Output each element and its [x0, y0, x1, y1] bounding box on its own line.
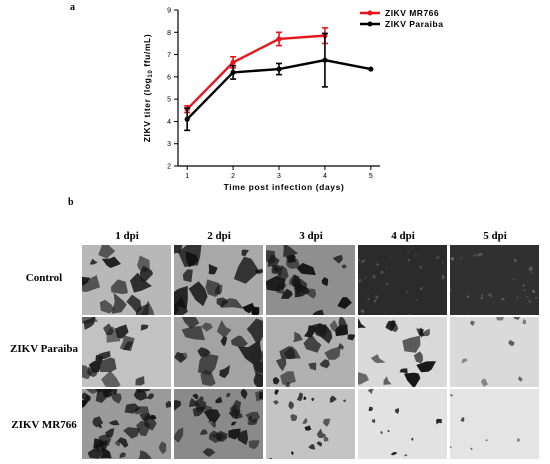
micrograph-paraiba-day5: [450, 317, 539, 387]
y-axis-title: ZIKV titer (log10 ffu/mL): [142, 34, 154, 143]
micrograph-mr766-day3: [266, 389, 355, 459]
y-tick-label: 8: [167, 30, 171, 37]
micrograph-control-day4: [358, 245, 447, 315]
column-header-3dpi: 3 dpi: [299, 230, 323, 242]
data-point: [276, 66, 282, 72]
legend-marker-1: [367, 21, 373, 27]
chart-axes: 2 3 4 5 6 7 8 9 1 2 3 4 5 Time post infection (days) Z…: [142, 8, 380, 192]
data-point: [276, 36, 282, 42]
x-tick-label: 3: [277, 173, 281, 180]
data-point: [230, 69, 236, 75]
column-header-1dpi: 1 dpi: [115, 230, 139, 242]
row-label-zikv-mr766: ZIKV MR766: [11, 419, 77, 431]
x-tick-label: 4: [323, 173, 327, 180]
y-tick-label: 5: [167, 97, 171, 104]
x-axis-title: Time post infection (days): [224, 182, 345, 192]
micrograph-mr766-day1: [82, 389, 171, 459]
chart-series: [184, 27, 374, 132]
micrograph-paraiba-day3: [266, 317, 355, 387]
y-tick-label: 4: [167, 119, 171, 126]
data-point: [184, 116, 190, 122]
column-header-2dpi: 2 dpi: [207, 230, 231, 242]
micrograph-paraiba-day4: [358, 317, 447, 387]
y-tick-label: 9: [167, 8, 171, 15]
micrograph-control-day2: [174, 245, 263, 315]
micrograph-paraiba-day2: [174, 317, 263, 387]
micrograph-control-day3: [266, 245, 355, 315]
x-tick-label: 1: [185, 173, 189, 180]
titer-line-chart: 2 3 4 5 6 7 8 9 1 2 3 4 5 Time post infection (days) Z…: [142, 8, 443, 193]
series-line-0: [186, 34, 325, 111]
x-tick-label: 2: [231, 173, 235, 180]
column-header-4dpi: 4 dpi: [391, 230, 415, 242]
data-point: [368, 66, 374, 72]
x-tick-label: 5: [369, 173, 373, 180]
micrograph-control-day1: [82, 245, 171, 315]
row-label-control: Control: [25, 272, 63, 284]
y-tick-label: 3: [167, 141, 171, 148]
y-tick-label: 2: [167, 164, 171, 171]
y-tick-label: 7: [167, 52, 171, 59]
column-header-5dpi: 5 dpi: [483, 230, 507, 242]
legend-label-1: ZIKV Paraiba: [385, 19, 443, 29]
row-label-zikv-paraiba: ZIKV Paraiba: [10, 343, 78, 355]
panel-a-label: a: [70, 2, 75, 13]
micrograph-paraiba-day1: [82, 317, 171, 387]
legend-label-0: ZIKV MR766: [385, 8, 439, 18]
panel-b-label: b: [68, 197, 74, 208]
micrograph-mr766-day4: [358, 389, 447, 459]
micrograph-mr766-day2: [174, 389, 263, 459]
micrograph-mr766-day5: [450, 389, 539, 459]
micrograph-control-day5: [450, 245, 539, 315]
data-point: [230, 59, 236, 65]
data-point: [322, 57, 328, 63]
y-tick-label: 6: [167, 74, 171, 81]
legend-marker-0: [367, 10, 373, 16]
